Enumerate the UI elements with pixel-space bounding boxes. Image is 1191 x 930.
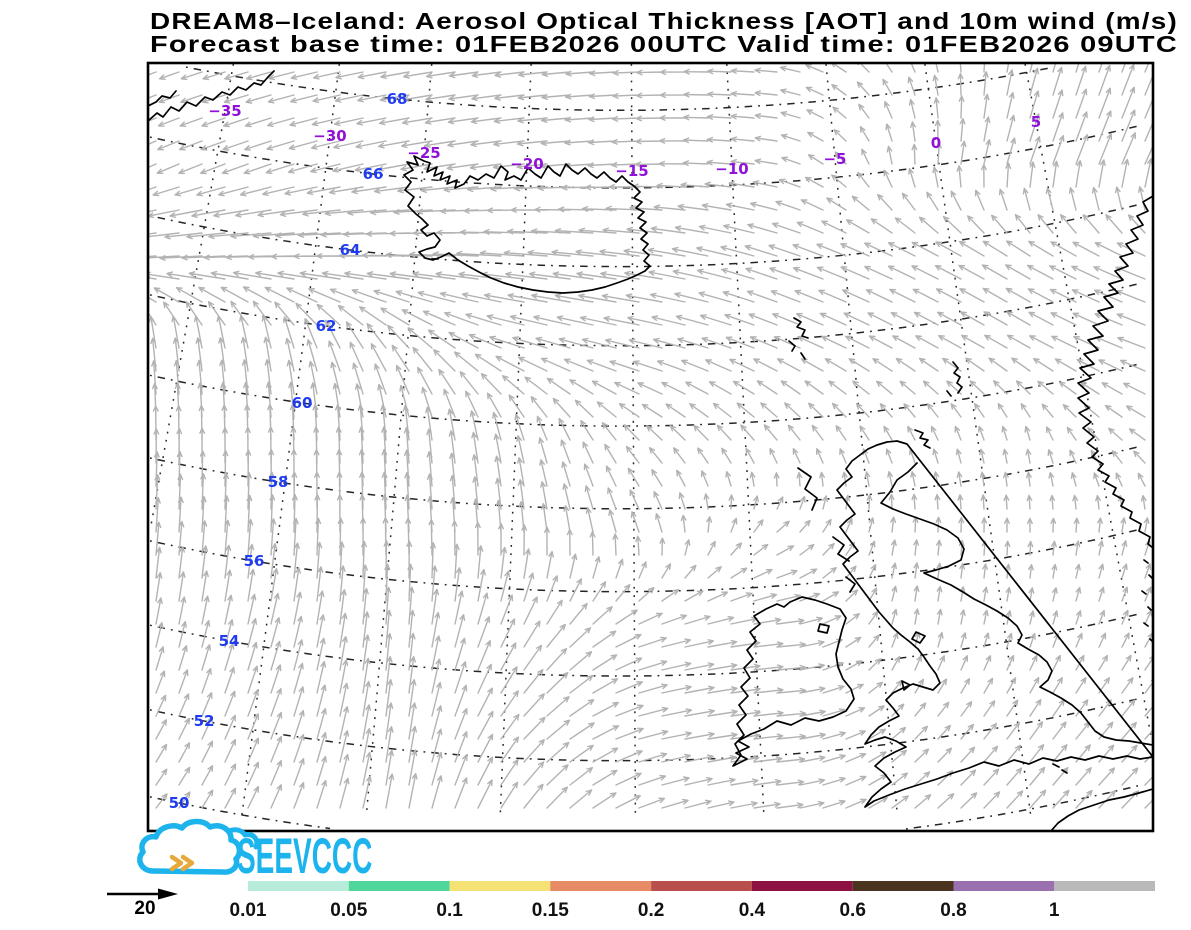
longitude-line [365,64,433,817]
logo-cloud-icon [137,818,243,875]
aot-scale-label: 1 [1049,900,1060,921]
longitude-label: −20 [510,155,543,173]
wind-reference-arrowhead [158,888,178,900]
aot-scale-segment [651,881,752,891]
latitude-label: 68 [387,90,408,108]
latitude-label: 52 [194,712,215,730]
wind-vectors [149,64,1152,809]
logo-text: SEEVCCC [237,827,372,884]
coastline-lough-neagh [817,623,830,634]
aot-scale-label: 0.01 [230,900,267,921]
latitude-line-56 [149,528,1141,593]
latitude-label: 64 [340,241,361,259]
latitude-line-66 [149,124,1141,189]
map-area [149,64,1152,830]
longitude-label: 5 [1031,113,1041,131]
latitude-line-62 [149,282,1141,347]
map-title-line1: DREAM8–Iceland: Aerosol Optical Thicknes… [150,8,1178,34]
longitude-line [630,64,637,817]
longitude-line [499,64,532,817]
coastline-anglesey [901,680,911,691]
aot-scale-segment [248,881,349,891]
longitude-label: −35 [208,102,241,120]
aot-scale-label: 0.1 [436,900,463,921]
aot-scale-segment [1054,881,1155,891]
aot-scale-label: 0.05 [330,900,367,921]
coastline-ireland [732,596,855,767]
latitude-label: 54 [219,632,240,650]
latitude-line-58 [149,445,1141,510]
longitude-label: −10 [715,160,748,178]
longitude-label: −30 [313,127,346,145]
latitude-line-64 [149,203,1141,268]
longitude-label: 0 [931,134,941,152]
wind-reference-legend: 20 [107,888,178,919]
aot-scale-segment [751,881,853,891]
aot-scale-segment [449,881,551,891]
coastline-shetland [946,361,963,397]
aot-scale-segment [953,881,1055,891]
coastline-norway-islands [1141,559,1152,643]
latitude-line-50 [149,784,1141,830]
wind-reference-value: 20 [134,898,155,919]
latitude-line-60 [149,363,1141,427]
logo-chevron-icon [169,854,195,872]
coastline-faroe-islands [788,317,809,360]
aot-scale-label: 0.8 [940,900,966,921]
coastline-layer [149,70,1152,830]
longitude-line [1024,64,1152,737]
seevccc-logo: SEEVCCC [137,818,372,884]
longitude-label: −15 [615,162,648,180]
coastline-iceland [403,155,651,294]
map-title-line2: Forecast base time: 01FEB2026 00UTC Vali… [150,31,1178,57]
graticule-layer [149,64,1152,830]
longitude-line [241,64,341,817]
latitude-line-68 [185,66,1051,112]
latitude-label: 60 [292,394,313,412]
longitude-label: −25 [407,144,440,162]
aot-color-scale: 0.01 0.05 0.1 0.15 0.2 0.4 0.6 0.8 1 [230,881,1155,921]
aot-scale-label: 0.2 [638,900,664,921]
coastline-norway [1077,195,1152,549]
coastline-greenland [149,70,275,122]
latitude-line-54 [149,612,1141,677]
coastline-hebrides [797,467,856,593]
aot-scale-label: 0.15 [532,900,569,921]
longitude-label: −5 [823,150,846,168]
latitude-label: 62 [316,317,337,335]
latitude-label: 56 [244,552,265,570]
aot-scale-label: 0.6 [839,900,865,921]
latitude-label: 50 [169,794,190,812]
aot-scale-segment [852,881,954,891]
longitude-line [825,64,899,817]
map-border [146,61,1155,833]
latitude-label: 66 [363,165,384,183]
coastline-orkney [914,429,931,449]
aot-scale-label: 0.4 [739,900,766,921]
coastline-france [1050,763,1152,830]
longitude-line [726,64,765,817]
coastline-isle-of-man [911,631,926,644]
latitude-label: 58 [268,473,289,491]
aot-scale-segment [550,881,652,891]
aot-scale-segment [348,881,450,891]
